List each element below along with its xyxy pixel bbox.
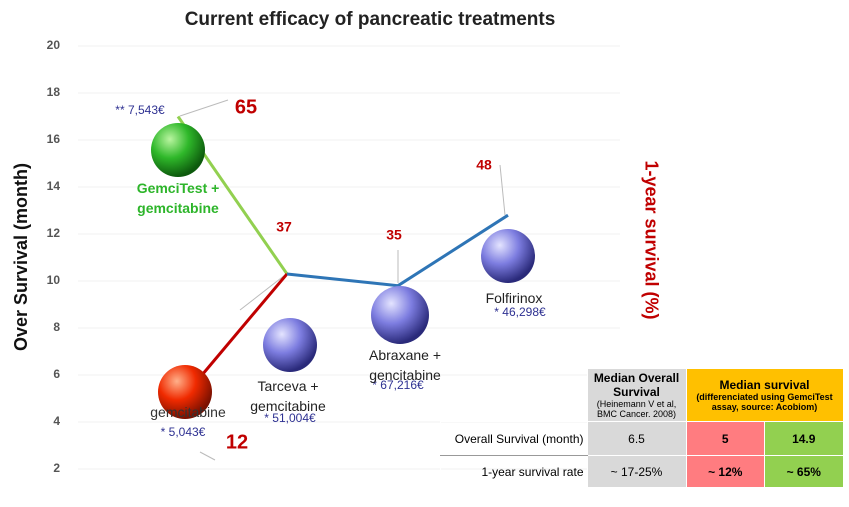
treatment-label: Folfirinox (464, 288, 564, 308)
treatment-sphere (151, 123, 205, 177)
survival-label: 12 (226, 431, 248, 453)
y-tick-label: 20 (47, 38, 61, 52)
summary-table: Median Overall Survival(Heinemann V et a… (440, 368, 844, 488)
y-tick-label: 10 (47, 273, 61, 287)
cell: ~ 12% (686, 456, 765, 488)
leader-line (180, 100, 228, 116)
leader-line (200, 452, 215, 460)
survival-label: 65 (235, 96, 257, 118)
leader-line (500, 165, 505, 215)
header-title: Median survival (690, 378, 840, 392)
cell: ~ 17-25% (587, 456, 686, 488)
treatment-label: GemciTest + gemcitabine (128, 178, 228, 218)
cell: 5 (686, 422, 765, 456)
treatment-sphere (263, 318, 317, 372)
y-tick-label: 12 (47, 226, 61, 240)
treatment-label: Tarceva + gemcitabine (238, 376, 338, 416)
cell: 14.9 (765, 422, 844, 456)
y-tick-label: 8 (53, 320, 60, 334)
y-tick-label: 2 (53, 461, 60, 475)
chart-title: Current efficacy of pancreatic treatment… (185, 9, 556, 30)
row-label: 1-year survival rate (441, 456, 588, 488)
treatment-sphere (481, 229, 535, 283)
y-tick-label: 16 (47, 132, 61, 146)
treatment-label: gemcitabine (128, 402, 248, 422)
header-note: (Heinemann V et al, BMC Cancer. 2008) (591, 399, 683, 419)
cell: ~ 65% (765, 456, 844, 488)
y-tick-label: 18 (47, 85, 61, 99)
y-tick-label: 6 (53, 367, 60, 381)
treatment-sphere (371, 286, 429, 344)
cell: 6.5 (587, 422, 686, 456)
page: Current efficacy of pancreatic treatment… (0, 0, 849, 507)
survival-label: 37 (276, 219, 292, 235)
survival-label: 48 (476, 157, 492, 173)
y-axis-title: Over Survival (month) (11, 163, 31, 351)
y-tick-label: 4 (53, 414, 60, 428)
cost-label: ** 7,543€ (115, 103, 165, 117)
y-tick-label: 14 (47, 179, 61, 193)
treatment-label: Abraxane + gencitabine (355, 345, 455, 385)
y2-axis-title: 1-year survival (%) (641, 160, 661, 319)
header-title: Median Overall Survival (591, 371, 683, 399)
row-label: Overall Survival (month) (441, 422, 588, 456)
cost-label: * 5,043€ (161, 425, 206, 439)
survival-label: 35 (386, 227, 402, 243)
table-header: Median survival(differenciated using Gem… (686, 369, 843, 422)
table-header: Median Overall Survival(Heinemann V et a… (587, 369, 686, 422)
header-note: (differenciated using GemciTest assay, s… (690, 392, 840, 412)
